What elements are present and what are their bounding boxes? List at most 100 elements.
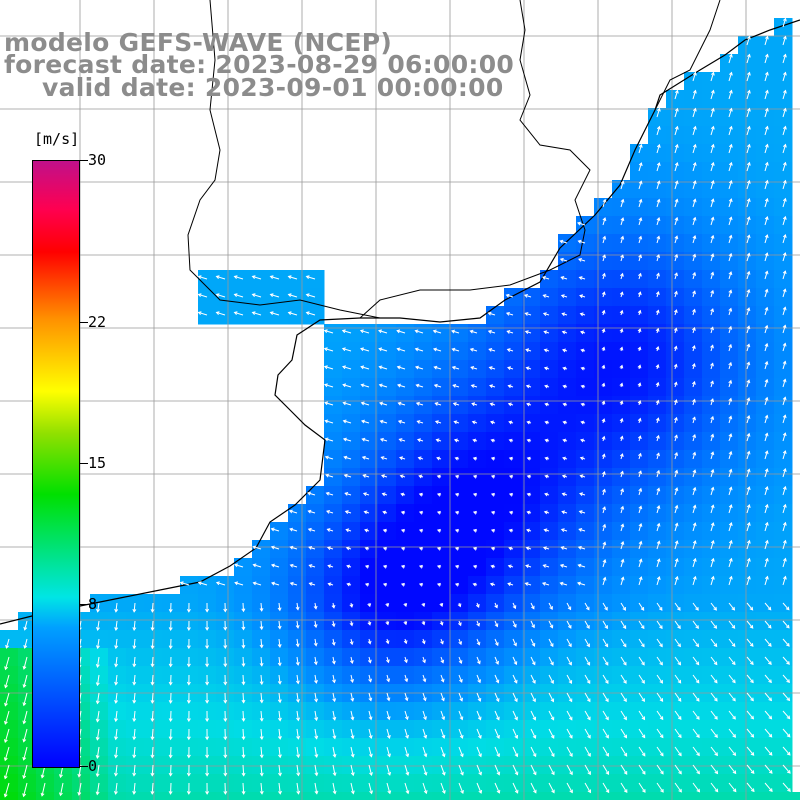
wind-vector <box>710 434 714 442</box>
wind-vector-head <box>764 125 769 130</box>
wind-speed-cell <box>360 414 379 433</box>
wind-speed-cell <box>468 486 487 505</box>
wind-speed-cell <box>756 450 775 469</box>
wind-speed-cell <box>738 144 757 163</box>
wind-vector <box>386 764 391 776</box>
wind-vector-head <box>186 681 191 686</box>
wind-vector <box>674 505 678 514</box>
wind-vector-head <box>385 603 390 608</box>
wind-vector-head <box>525 564 530 569</box>
wind-speed-cell <box>522 486 541 505</box>
wind-vector-head <box>692 89 697 94</box>
wind-vector <box>746 558 750 568</box>
wind-vector-head <box>764 179 769 184</box>
wind-speed-cell <box>324 324 343 343</box>
wind-speed-cell <box>738 36 757 55</box>
wind-speed-cell <box>504 486 523 505</box>
wind-speed-cell <box>720 486 739 505</box>
wind-speed-cell <box>630 432 649 451</box>
wind-vector <box>746 271 750 280</box>
wind-vector-head <box>459 753 464 758</box>
wind-vector-head <box>436 510 441 515</box>
wind-vector-head <box>526 420 531 425</box>
wind-vector-head <box>327 564 332 569</box>
wind-vector <box>782 54 787 64</box>
wind-speed-cell <box>504 306 523 325</box>
wind-speed-cell <box>558 432 577 451</box>
wind-vector <box>494 782 500 794</box>
wind-vector <box>764 540 768 550</box>
wind-vector-head <box>403 603 408 608</box>
wind-vector-head <box>360 401 365 406</box>
wind-vector <box>584 638 590 647</box>
wind-vector-head <box>95 736 100 741</box>
wind-speed-cell <box>522 378 541 397</box>
wind-speed-cell <box>756 378 775 397</box>
wind-vector-head <box>453 420 458 425</box>
wind-vector-head <box>731 661 736 666</box>
wind-vector-head <box>637 346 642 351</box>
wind-vector-head <box>551 771 555 776</box>
wind-vector-head <box>168 627 173 632</box>
wind-vector <box>746 326 750 334</box>
wind-vector-head <box>507 402 512 407</box>
wind-vector <box>362 438 370 442</box>
wind-vector-head <box>350 753 355 758</box>
wind-vector <box>476 728 482 739</box>
wind-vector-head <box>746 414 751 419</box>
wind-vector-head <box>531 661 536 666</box>
wind-vector-head <box>489 582 494 587</box>
wind-vector-head <box>714 715 718 720</box>
wind-vector-head <box>731 625 736 629</box>
wind-vector <box>674 236 678 244</box>
wind-speed-cell <box>648 306 667 325</box>
wind-vector <box>674 144 678 154</box>
wind-vector-head <box>655 399 660 404</box>
wind-vector-head <box>150 645 155 650</box>
wind-vector-head <box>478 753 482 758</box>
wind-vector-head <box>561 474 566 479</box>
wind-vector-head <box>710 557 715 562</box>
wind-speed-cell <box>486 486 505 505</box>
wind-vector-head <box>277 699 282 704</box>
wind-speed-cell <box>630 576 649 595</box>
wind-vector <box>620 236 624 244</box>
wind-vector-head <box>150 699 155 704</box>
wind-vector-head <box>543 510 548 515</box>
wind-vector <box>746 782 755 792</box>
wind-vector-head <box>782 557 787 562</box>
wind-vector-head <box>764 143 769 148</box>
wind-vector-head <box>168 681 173 686</box>
wind-vector <box>764 504 768 514</box>
wind-vector <box>710 90 715 100</box>
wind-vector-head <box>764 486 769 490</box>
wind-vector <box>561 276 568 280</box>
wind-vector <box>488 330 496 334</box>
wind-vector-head <box>526 456 531 461</box>
wind-vector-head <box>186 772 191 777</box>
wind-vector-head <box>205 663 210 668</box>
wind-speed-cell <box>342 378 361 397</box>
wind-vector-head <box>400 528 405 533</box>
wind-speed-cell <box>774 18 793 37</box>
wind-vector <box>746 162 750 172</box>
wind-vector-head <box>512 605 517 610</box>
wind-vector <box>728 72 733 82</box>
wind-speed-cell <box>378 378 397 397</box>
wind-vector <box>656 692 663 702</box>
wind-vector <box>530 746 537 757</box>
wind-vector <box>566 620 572 629</box>
wind-vector <box>746 674 754 683</box>
wind-vector-head <box>496 735 500 739</box>
wind-vector-head <box>602 198 607 203</box>
wind-vector <box>151 728 154 740</box>
wind-vector-head <box>619 382 624 387</box>
wind-speed-cell <box>468 558 487 577</box>
wind-vector-head <box>638 143 643 148</box>
wind-speed-cell <box>702 540 721 559</box>
wind-vector <box>133 638 136 649</box>
wind-speed-cell <box>576 270 595 289</box>
wind-vector <box>458 674 463 683</box>
wind-vector-head <box>326 528 331 532</box>
wind-vector-head <box>746 252 751 257</box>
